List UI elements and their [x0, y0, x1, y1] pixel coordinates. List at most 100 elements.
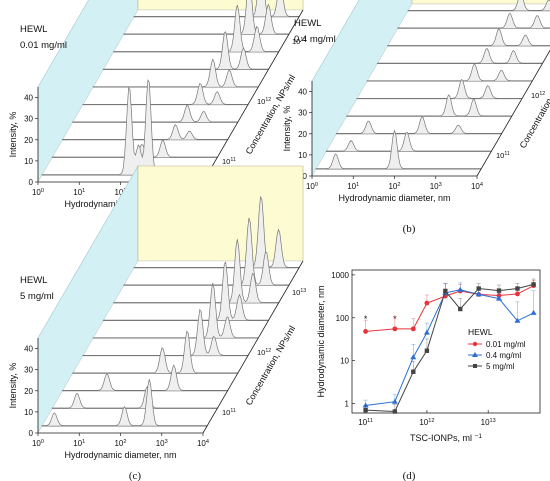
z-tick-label: 1011	[222, 408, 236, 417]
data-point	[423, 329, 430, 335]
y-tick-label: 0	[303, 172, 308, 181]
y-tick-label: 1	[345, 399, 350, 408]
panel-caption: (b)	[403, 223, 416, 235]
data-point	[391, 398, 398, 404]
data-point	[530, 309, 537, 315]
series	[363, 278, 536, 414]
y-axis-label: Intensity, %	[8, 363, 18, 409]
y-tick-label: 10	[298, 151, 307, 160]
y-tick-label: 20	[24, 136, 33, 145]
panel-annotation: 0.01 mg/ml	[20, 40, 67, 51]
panel-annotation: 0.4 mg/ml	[294, 34, 336, 45]
x-tick-label: 1012	[419, 418, 434, 427]
distribution-slice	[133, 195, 300, 269]
series-line	[365, 289, 534, 406]
data-point	[443, 288, 448, 294]
x-tick-label: 101	[73, 188, 85, 197]
data-point	[362, 402, 369, 408]
distribution-slice	[102, 31, 269, 70]
distribution-slice	[41, 379, 208, 427]
y-tick-label: 30	[24, 366, 33, 375]
y-tick-label: 1000	[331, 271, 349, 280]
z-axis	[476, 49, 550, 177]
series-line	[365, 285, 534, 332]
z-tick-label: 1012	[257, 348, 271, 357]
data-point	[424, 348, 430, 353]
x-axis-label: TSC-IONPs, ml −1	[410, 433, 482, 443]
x-tick-label: 100	[32, 188, 44, 197]
x-tick-label: 103	[430, 182, 442, 191]
distribution-slice	[123, 217, 290, 286]
plot-frame	[351, 269, 541, 414]
distribution-slice	[315, 129, 482, 170]
data-point	[495, 295, 502, 301]
y-tick-label: 10	[24, 157, 33, 166]
panel-4: 1 10 100 1000 1011 1012 1013 TSC-IONPs, ml −1 Hy…	[316, 269, 541, 481]
legend-marker	[473, 364, 477, 368]
y-tick-label: 20	[298, 130, 307, 139]
distribution-slice	[346, 94, 513, 117]
distribution-slice	[113, 239, 279, 304]
series	[363, 280, 536, 334]
x-tick-label: 100	[32, 439, 44, 448]
x-tick-label: 104	[471, 182, 483, 191]
z-tick-label: 1013	[292, 37, 306, 46]
z-axis	[202, 9, 304, 183]
x-tick-label: 1011	[358, 418, 373, 427]
legend-marker	[472, 352, 478, 357]
data-point	[476, 286, 481, 291]
y-tick-label: 0	[29, 178, 34, 187]
distribution-slice	[325, 131, 492, 152]
panel-annotation: 5 mg/ml	[20, 291, 54, 302]
x-tick-label: 102	[388, 182, 400, 191]
panel-caption: (d)	[403, 470, 416, 481]
distribution-slice	[82, 82, 249, 106]
distribution-slice	[356, 78, 523, 100]
z-axis	[202, 260, 304, 434]
y-tick-label: 0	[29, 429, 34, 438]
data-point	[458, 306, 463, 312]
data-point	[392, 409, 398, 414]
y-tick-label: 30	[298, 109, 307, 118]
distribution-slice	[113, 5, 279, 53]
legend-label: 0.01 mg/ml	[486, 340, 526, 349]
panel-annotation: HEWL	[20, 275, 47, 286]
distribution-slice	[82, 308, 249, 357]
y-axis-label: Intensity, %	[282, 106, 292, 152]
data-point	[514, 317, 521, 323]
z-tick-label: 1011	[222, 157, 236, 166]
panel-annotation: HEWL	[20, 24, 47, 35]
x-axis-label: Hydrodynamic diameter, nm	[338, 193, 450, 203]
distribution-slice	[376, 48, 543, 64]
x-tick-label: 101	[73, 439, 85, 448]
legend-label: 0.4 mg/ml	[486, 351, 521, 360]
panel-annotation: HEWL	[294, 18, 321, 29]
y-tick-label: 10	[340, 357, 349, 366]
y-tick-label: 10	[24, 408, 33, 417]
z-tick-label: 1012	[257, 97, 271, 106]
data-point	[457, 286, 464, 292]
distribution-slice	[366, 63, 533, 82]
x-tick-label: 100	[306, 182, 318, 191]
x-tick-label: 101	[347, 182, 359, 191]
legend: HEWL 0.01 mg/ml 0.4 mg/ml 5 mg/ml	[468, 327, 526, 371]
y-tick-label: 40	[24, 94, 33, 103]
distribution-slice	[51, 386, 218, 409]
series-line	[365, 283, 534, 413]
significance-marker: *	[364, 314, 368, 324]
distribution-slice	[92, 282, 259, 339]
data-point	[515, 291, 520, 297]
z-tick-label: 1012	[531, 91, 545, 100]
x-tick-label: 103	[156, 439, 168, 448]
panel-caption: (c)	[129, 470, 142, 481]
y-axis-label: Intensity, %	[8, 112, 18, 158]
z-tick-label: 1013	[292, 288, 306, 297]
data-point	[424, 300, 430, 306]
data-point	[410, 326, 416, 332]
x-tick-label: 104	[197, 439, 209, 448]
y-axis-label: Hydrodynamic diameter, nm	[316, 285, 326, 397]
y-tick-label: 40	[24, 345, 33, 354]
legend-label: 5 mg/ml	[486, 362, 515, 371]
